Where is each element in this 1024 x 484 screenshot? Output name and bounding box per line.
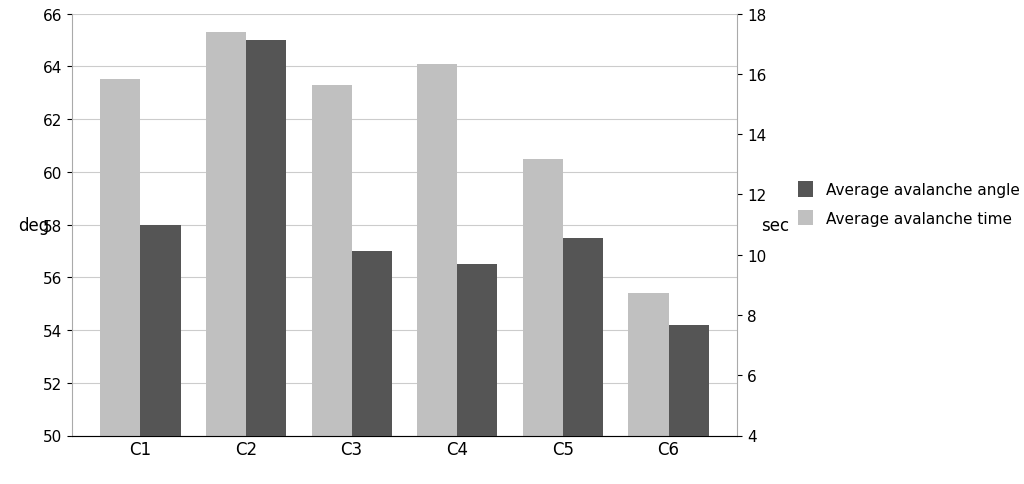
Bar [523,159,563,484]
Bar [458,265,498,484]
Bar [100,80,140,484]
Bar [351,251,392,484]
Bar [206,33,246,484]
Bar [669,325,709,484]
Bar [311,86,351,484]
Y-axis label: sec: sec [761,216,788,234]
Bar [563,238,603,484]
Bar [629,293,669,484]
Bar [140,225,180,484]
Bar [417,64,458,484]
Bar [246,41,286,484]
Y-axis label: deg: deg [18,216,50,234]
Legend: Average avalanche angle, Average avalanche time: Average avalanche angle, Average avalanc… [798,182,1020,226]
